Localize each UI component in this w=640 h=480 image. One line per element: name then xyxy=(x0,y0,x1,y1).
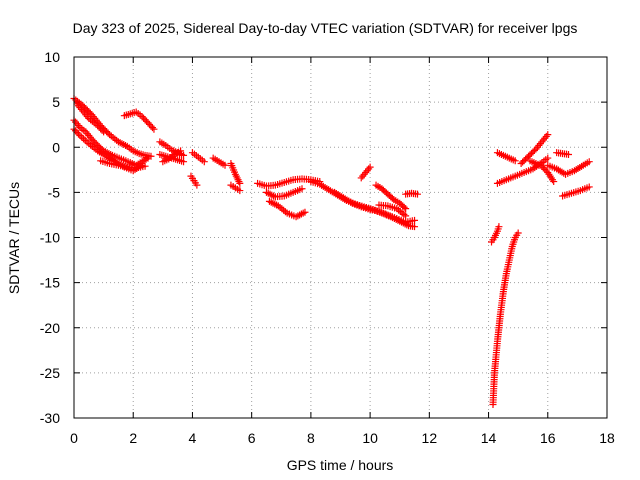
x-tick-label: 10 xyxy=(362,430,378,446)
y-tick-label: 5 xyxy=(52,94,60,110)
data-point xyxy=(530,146,538,154)
data-point xyxy=(81,136,89,144)
data-point xyxy=(411,216,419,224)
plot-frame xyxy=(73,56,608,419)
data-point xyxy=(97,125,105,133)
data-point xyxy=(236,179,244,187)
data-point xyxy=(141,116,149,124)
data-point xyxy=(95,123,103,131)
data-point xyxy=(140,114,148,122)
x-tick-label: 2 xyxy=(129,430,137,446)
data-point xyxy=(148,124,156,132)
x-tick-label: 12 xyxy=(422,430,438,446)
data-point xyxy=(88,135,96,143)
data-point xyxy=(366,163,374,171)
data-point xyxy=(144,119,152,127)
data-point xyxy=(538,162,546,170)
data-point xyxy=(71,127,79,135)
data-point xyxy=(400,203,408,211)
data-point xyxy=(100,128,108,136)
data-point xyxy=(104,129,112,137)
x-axis-label: GPS time / hours xyxy=(287,457,394,473)
y-tick-label: -25 xyxy=(40,365,60,381)
data-point xyxy=(544,131,552,139)
data-point xyxy=(585,158,593,166)
y-tick-label: 10 xyxy=(44,49,60,65)
data-point xyxy=(200,158,208,166)
y-tick-label: -15 xyxy=(40,275,60,291)
y-tick-label: 0 xyxy=(52,139,60,155)
data-point xyxy=(78,133,86,141)
data-point xyxy=(147,122,155,130)
data-point xyxy=(221,161,229,169)
data-point xyxy=(402,212,410,220)
data-point xyxy=(402,205,410,213)
y-tick-label: -30 xyxy=(40,410,60,426)
data-point xyxy=(98,126,106,134)
axis-ticks: 0 2 4 6 8 10 12 14 16 18 -30 -25 -20 -15 -10 -5 0 5 10 xyxy=(40,49,615,446)
data-point xyxy=(585,183,593,191)
x-tick-label: 8 xyxy=(307,430,315,446)
y-tick-label: -5 xyxy=(48,184,61,200)
x-tick-label: 6 xyxy=(248,430,256,446)
data-point xyxy=(541,165,549,173)
grid xyxy=(74,57,607,418)
data-point xyxy=(550,178,558,186)
y-tick-label: -10 xyxy=(40,230,60,246)
data-point xyxy=(180,158,188,166)
data-point xyxy=(180,151,188,159)
data-point xyxy=(236,187,244,195)
data-point xyxy=(146,120,154,128)
data-point xyxy=(74,130,82,138)
data-point xyxy=(143,117,151,125)
x-tick-label: 16 xyxy=(540,430,556,446)
data-point xyxy=(86,109,94,117)
x-tick-label: 14 xyxy=(481,430,497,446)
x-tick-label: 4 xyxy=(189,430,197,446)
data-point xyxy=(495,223,503,231)
data-point xyxy=(301,208,309,216)
data-point xyxy=(514,229,522,237)
data-point xyxy=(544,154,552,162)
y-tick-label: -20 xyxy=(40,320,60,336)
data-point xyxy=(413,190,421,198)
data-point xyxy=(144,154,152,162)
data-point xyxy=(193,181,201,189)
data-point xyxy=(79,135,87,143)
data-point xyxy=(565,150,573,158)
data-point xyxy=(150,125,158,133)
data-point xyxy=(73,128,81,136)
data-point xyxy=(539,164,547,172)
data-point xyxy=(141,162,149,170)
data-point xyxy=(89,137,97,145)
data-point xyxy=(298,185,306,193)
data-point xyxy=(85,108,93,116)
chart-title: Day 323 of 2025, Sidereal Day-to-day VTE… xyxy=(73,20,578,36)
data-point xyxy=(511,157,519,165)
data-point xyxy=(177,147,185,155)
data-point xyxy=(94,122,102,130)
data-point xyxy=(411,223,419,231)
y-axis-label: SDTVAR / TECUs xyxy=(6,182,22,294)
data-points xyxy=(70,95,593,408)
x-tick-label: 0 xyxy=(70,430,78,446)
data-point xyxy=(138,113,146,121)
x-tick-label: 18 xyxy=(599,430,615,446)
